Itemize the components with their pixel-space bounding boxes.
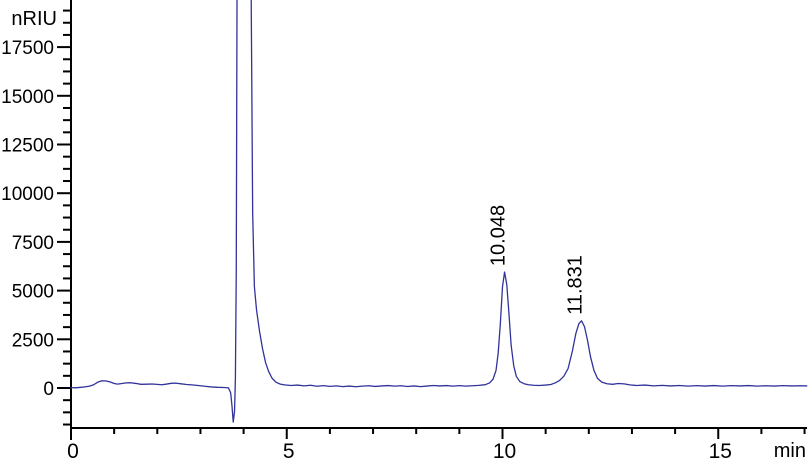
peak-rt-label: 11.831 (565, 255, 587, 315)
x-tick-label: 15 (709, 440, 732, 463)
y-tick-label: 2500 (12, 330, 54, 351)
y-tick-label: 12500 (1, 136, 54, 157)
y-tick-label: 10000 (1, 184, 54, 205)
peak-rt-label: 10.048 (488, 205, 510, 266)
x-axis-unit-label: min (774, 440, 806, 462)
peak-labels: 10.048 11.831 (488, 205, 587, 315)
y-tick-label: 5000 (12, 282, 54, 303)
y-tick-label: 0 (43, 379, 54, 400)
x-tick-label: 0 (67, 440, 79, 463)
y-tick-label: 15000 (1, 87, 54, 108)
y-axis-unit-label: nRIU (11, 8, 57, 30)
y-tick-label: 17500 (1, 38, 54, 59)
x-tick-label: 10 (493, 440, 516, 463)
x-tick-label: 5 (283, 440, 295, 463)
signal-trace (70, 0, 808, 423)
y-tick-label: 7500 (12, 233, 54, 254)
